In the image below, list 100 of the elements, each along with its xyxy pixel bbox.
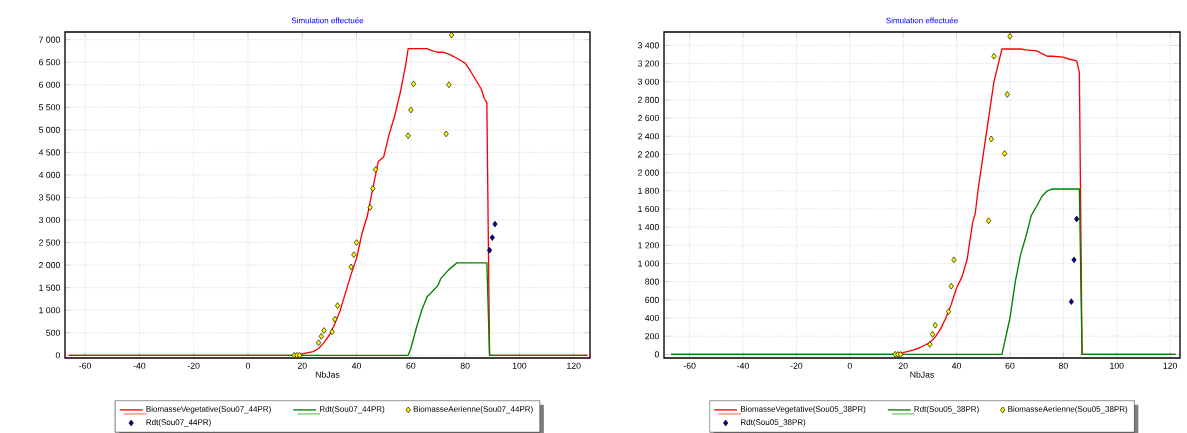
x-tick-label: 20 [297, 362, 307, 369]
point [948, 282, 954, 290]
x-tick-label: 100 [512, 362, 527, 369]
point [487, 246, 493, 254]
x-tick-label: 60 [1005, 362, 1015, 369]
legend-label: Rdt(Sou05_38PR) [914, 405, 979, 414]
point [316, 339, 322, 346]
point [446, 81, 452, 89]
point [321, 327, 327, 334]
point [411, 80, 417, 88]
y-tick-label: 6 000 [39, 81, 60, 88]
y-tick-label: 2 000 [39, 262, 60, 269]
point [1007, 33, 1013, 40]
x-tick-label: -40 [737, 362, 749, 369]
x-tick-label: 120 [1163, 362, 1178, 369]
point [932, 322, 938, 329]
point [1074, 215, 1080, 223]
x-tick-label: -20 [187, 362, 200, 369]
legend-label: Rdt(Sou07_44PR) [320, 405, 385, 414]
line-series [670, 188, 1177, 356]
y-tick-label: 600 [645, 296, 659, 303]
point [951, 256, 957, 264]
y-tick-label: 4 000 [38, 171, 60, 178]
y-tick-label: 2 600 [638, 115, 659, 122]
x-tick-label: 0 [847, 362, 852, 369]
legend-label: BiomasseAerienne(Sou05_38PR) [1008, 405, 1128, 414]
point [354, 239, 360, 246]
x-tick-label: 60 [406, 362, 416, 369]
point [405, 132, 411, 139]
x-axis-title: NbJas [910, 371, 934, 378]
y-tick-label: 2 000 [638, 169, 659, 176]
y-tick-label: 1 800 [638, 187, 659, 194]
point [370, 185, 376, 192]
y-tick-label: 3 500 [38, 194, 60, 201]
x-tick-label: 80 [1058, 362, 1068, 369]
x-tick-label: -60 [79, 362, 92, 369]
y-tick-label: 3 400 [637, 42, 659, 49]
legend-label: BiomasseVegetative(Sou05_38PR) [741, 405, 866, 414]
y-tick-label: 1 000 [39, 307, 60, 314]
point [329, 328, 335, 336]
y-tick-label: 1 400 [638, 224, 659, 231]
y-tick-label: 0 [654, 351, 659, 358]
legend-label: BiomasseVegetative(Sou07_44PR) [146, 405, 271, 414]
y-tick-label: 5 000 [38, 126, 60, 133]
y-tick-label: 2 400 [638, 133, 659, 140]
x-tick-label: -20 [790, 362, 803, 369]
point [1004, 91, 1010, 98]
y-tick-label: 200 [645, 333, 659, 340]
point [927, 341, 933, 348]
point [367, 204, 373, 211]
legend-label: Rdt(Sou05_38PR) [741, 419, 806, 427]
point [297, 352, 303, 359]
point [1002, 150, 1008, 157]
y-tick-label: 1 000 [638, 260, 659, 267]
x-tick-label: -40 [133, 362, 146, 369]
point [449, 31, 455, 39]
y-tick-label: 5 500 [38, 104, 60, 111]
y-tick-label: 1 200 [638, 242, 659, 249]
point [489, 234, 495, 241]
x-tick-label: 40 [951, 362, 962, 369]
y-tick-label: 2 200 [638, 151, 659, 158]
line-series [68, 262, 588, 356]
legend-label: Rdt(Sou07_44PR) [146, 419, 211, 427]
y-tick-label: 0 [55, 352, 60, 359]
y-tick-label: 2 800 [638, 96, 659, 103]
x-tick-label: 0 [245, 362, 251, 369]
y-tick-label: 3 000 [637, 78, 659, 85]
point [443, 130, 449, 138]
point [335, 302, 341, 309]
chart-title: Simulation effectuée [886, 17, 958, 24]
point [351, 251, 357, 259]
y-tick-label: 6 500 [39, 59, 60, 66]
x-tick-label: -60 [683, 362, 696, 369]
point [318, 333, 324, 340]
point [1071, 256, 1077, 264]
y-tick-label: 1 500 [39, 284, 60, 291]
legend-label: BiomasseAerienne(Sou07_44PR) [413, 405, 533, 414]
point [897, 351, 904, 358]
point [1068, 298, 1074, 305]
y-tick-label: 1 600 [638, 205, 659, 213]
x-tick-label: 20 [898, 362, 908, 369]
point [930, 331, 936, 338]
y-tick-label: 7 000 [39, 36, 60, 43]
point [373, 166, 379, 173]
y-tick-label: 500 [46, 329, 60, 336]
y-tick-label: 3 000 [38, 216, 60, 224]
point [348, 263, 354, 271]
point [408, 106, 414, 114]
point [946, 308, 952, 315]
point [986, 217, 992, 225]
x-tick-label: 80 [460, 362, 470, 369]
x-tick-label: 120 [567, 362, 581, 369]
y-tick-label: 400 [645, 314, 659, 322]
y-tick-label: 4 500 [38, 149, 60, 156]
y-tick-label: 800 [645, 278, 659, 285]
x-tick-label: 40 [351, 362, 362, 369]
point [332, 315, 338, 323]
point [988, 135, 994, 143]
y-tick-label: 3 200 [637, 60, 659, 67]
y-tick-label: 2 500 [39, 239, 60, 246]
